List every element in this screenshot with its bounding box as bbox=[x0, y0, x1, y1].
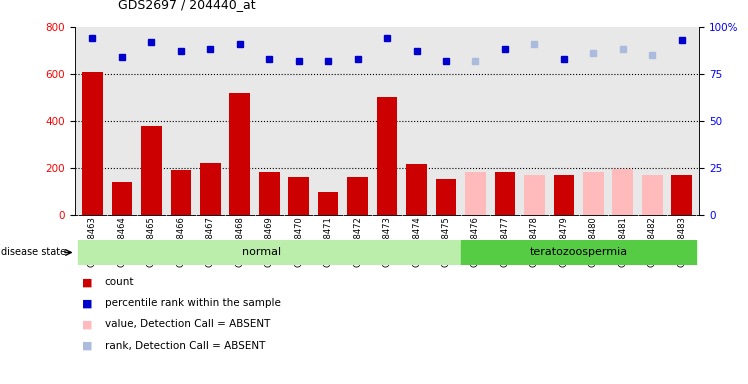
Text: GSM158464: GSM158464 bbox=[117, 216, 126, 267]
Bar bbox=[672, 175, 692, 215]
Text: count: count bbox=[105, 277, 134, 287]
Bar bbox=[141, 126, 162, 215]
Text: ■: ■ bbox=[82, 319, 93, 329]
Text: ■: ■ bbox=[82, 298, 93, 308]
Text: GSM158480: GSM158480 bbox=[589, 216, 598, 267]
Text: GSM158467: GSM158467 bbox=[206, 216, 215, 267]
Bar bbox=[435, 179, 456, 215]
Bar bbox=[524, 175, 545, 215]
Bar bbox=[465, 172, 485, 215]
Text: GSM158471: GSM158471 bbox=[324, 216, 333, 267]
Bar bbox=[289, 177, 309, 215]
Text: GDS2697 / 204440_at: GDS2697 / 204440_at bbox=[118, 0, 256, 12]
Text: GSM158469: GSM158469 bbox=[265, 216, 274, 267]
Bar bbox=[200, 163, 221, 215]
Text: GSM158475: GSM158475 bbox=[441, 216, 450, 267]
Text: GSM158477: GSM158477 bbox=[500, 216, 509, 267]
Text: GSM158481: GSM158481 bbox=[619, 216, 628, 267]
Bar bbox=[347, 177, 368, 215]
Text: percentile rank within the sample: percentile rank within the sample bbox=[105, 298, 280, 308]
Bar bbox=[82, 71, 102, 215]
Text: GSM158482: GSM158482 bbox=[648, 216, 657, 267]
Text: GSM158479: GSM158479 bbox=[560, 216, 568, 267]
Bar bbox=[111, 182, 132, 215]
Text: teratozoospermia: teratozoospermia bbox=[530, 247, 628, 258]
Bar bbox=[230, 93, 250, 215]
Text: GSM158466: GSM158466 bbox=[177, 216, 186, 267]
Text: ■: ■ bbox=[82, 277, 93, 287]
Bar bbox=[461, 240, 696, 265]
Bar bbox=[377, 98, 397, 215]
Text: GSM158463: GSM158463 bbox=[88, 216, 97, 267]
Text: disease state: disease state bbox=[1, 247, 66, 258]
Text: GSM158483: GSM158483 bbox=[677, 216, 686, 267]
Bar bbox=[171, 170, 191, 215]
Text: GSM158468: GSM158468 bbox=[236, 216, 245, 267]
Text: GSM158474: GSM158474 bbox=[412, 216, 421, 267]
Text: GSM158478: GSM158478 bbox=[530, 216, 539, 267]
Text: GSM158470: GSM158470 bbox=[294, 216, 303, 267]
Bar bbox=[78, 240, 461, 265]
Bar bbox=[642, 175, 663, 215]
Bar bbox=[494, 172, 515, 215]
Bar bbox=[259, 172, 280, 215]
Bar bbox=[554, 175, 574, 215]
Text: GSM158473: GSM158473 bbox=[382, 216, 392, 267]
Bar bbox=[583, 172, 604, 215]
Bar bbox=[613, 169, 633, 215]
Text: value, Detection Call = ABSENT: value, Detection Call = ABSENT bbox=[105, 319, 270, 329]
Text: GSM158465: GSM158465 bbox=[147, 216, 156, 267]
Text: GSM158476: GSM158476 bbox=[471, 216, 480, 267]
Text: rank, Detection Call = ABSENT: rank, Detection Call = ABSENT bbox=[105, 341, 265, 351]
Text: GSM158472: GSM158472 bbox=[353, 216, 362, 267]
Bar bbox=[406, 164, 427, 215]
Text: ■: ■ bbox=[82, 341, 93, 351]
Text: normal: normal bbox=[242, 247, 281, 258]
Bar bbox=[318, 192, 339, 215]
